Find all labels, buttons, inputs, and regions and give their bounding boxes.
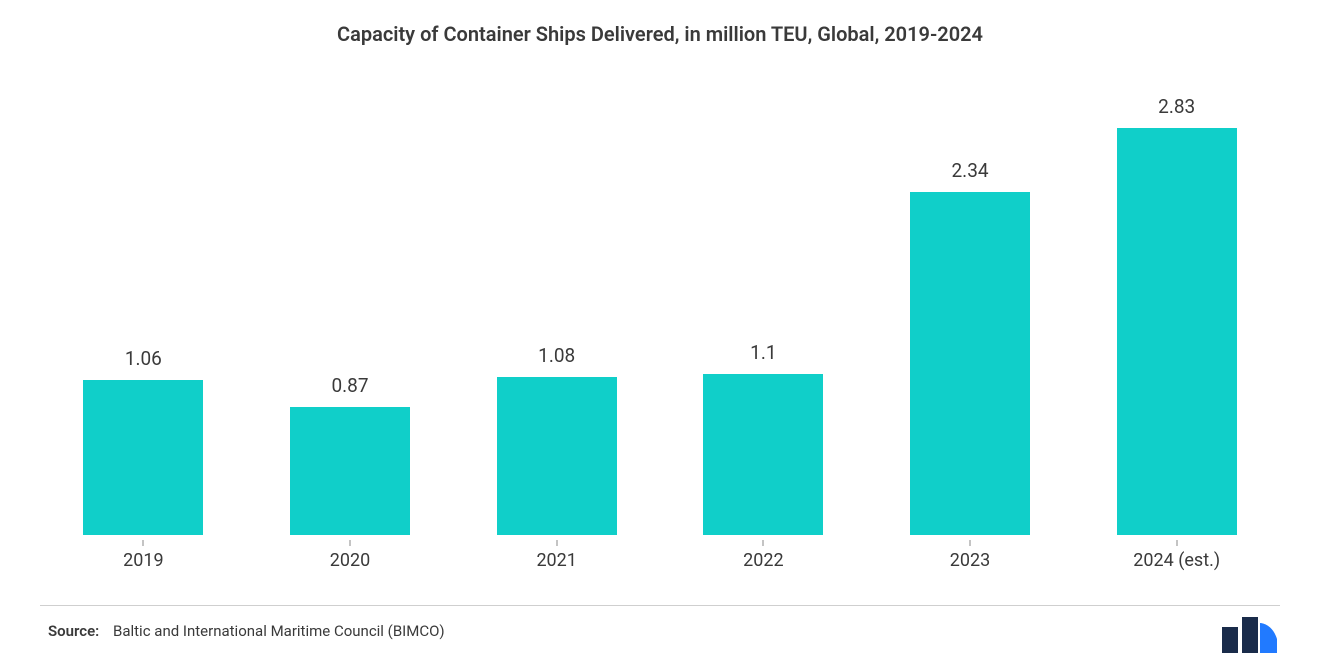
- bar-value-label: 1.08: [538, 344, 575, 367]
- bar-group: 0.87: [247, 95, 454, 535]
- logo-accent: [1260, 623, 1277, 653]
- bar: [703, 374, 823, 535]
- x-tick-mark: [350, 540, 351, 546]
- bar-group: 2.34: [867, 95, 1074, 535]
- x-tick: 2022: [660, 540, 867, 571]
- x-tick-mark: [143, 540, 144, 546]
- bar-value-label: 1.1: [750, 341, 776, 364]
- brand-logo: [1220, 617, 1278, 653]
- bar-group: 1.06: [40, 95, 247, 535]
- x-tick-label: 2024 (est.): [1133, 550, 1220, 571]
- x-axis: 2019 2020 2021 2022 2023 2024 (est.): [40, 540, 1280, 571]
- bar: [83, 380, 203, 535]
- x-tick-label: 2021: [536, 550, 576, 571]
- x-tick-mark: [556, 540, 557, 546]
- bar-group: 1.08: [453, 95, 660, 535]
- source-text: Baltic and International Maritime Counci…: [113, 622, 445, 640]
- bar-value-label: 2.83: [1158, 95, 1195, 118]
- bar-group: 1.1: [660, 95, 867, 535]
- bars-container: 1.06 0.87 1.08 1.1 2.34 2.83: [40, 95, 1280, 535]
- bar-group: 2.83: [1073, 95, 1280, 535]
- x-tick: 2019: [40, 540, 247, 571]
- x-tick: 2020: [247, 540, 454, 571]
- logo-bar-2: [1242, 617, 1258, 653]
- x-tick-label: 2019: [123, 550, 163, 571]
- x-tick-label: 2020: [330, 550, 370, 571]
- bar-value-label: 2.34: [952, 159, 989, 182]
- footer-divider: [40, 605, 1280, 606]
- plot-area: 1.06 0.87 1.08 1.1 2.34 2.83: [40, 95, 1280, 535]
- x-tick: 2024 (est.): [1073, 540, 1280, 571]
- bar: [910, 192, 1030, 535]
- x-tick-label: 2023: [950, 550, 990, 571]
- bar: [497, 377, 617, 535]
- chart-title: Capacity of Container Ships Delivered, i…: [0, 0, 1320, 46]
- bar: [290, 407, 410, 535]
- x-tick-mark: [763, 540, 764, 546]
- source-label: Source:: [48, 622, 99, 640]
- bar-value-label: 1.06: [125, 347, 162, 370]
- x-tick: 2023: [867, 540, 1074, 571]
- bar: [1117, 128, 1237, 535]
- bar-value-label: 0.87: [331, 374, 368, 397]
- logo-bar-1: [1222, 627, 1238, 653]
- x-tick-label: 2022: [743, 550, 783, 571]
- x-tick-mark: [970, 540, 971, 546]
- source-attribution: Source: Baltic and International Maritim…: [48, 622, 445, 640]
- x-tick-mark: [1176, 540, 1177, 546]
- x-tick: 2021: [453, 540, 660, 571]
